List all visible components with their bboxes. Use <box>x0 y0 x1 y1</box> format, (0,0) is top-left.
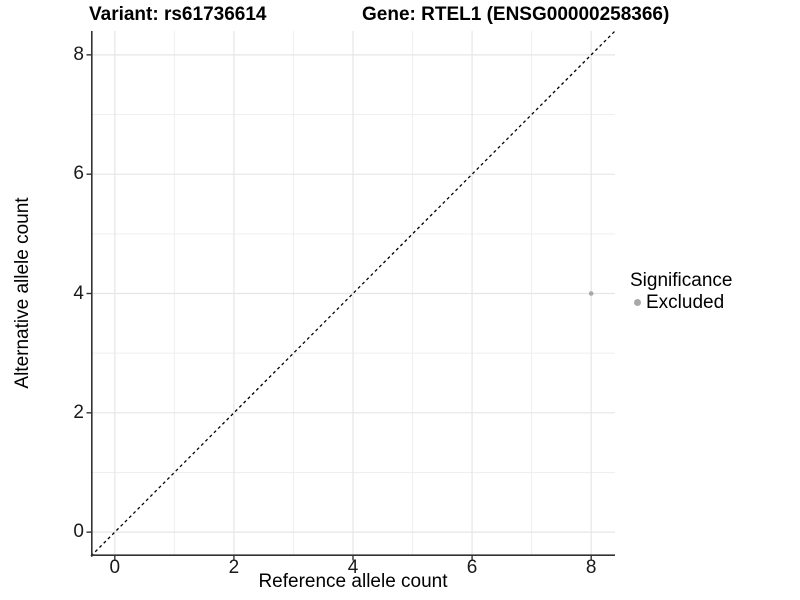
legend-item-label: Excluded <box>646 292 725 313</box>
x-tick-label: 8 <box>585 557 597 578</box>
y-tick-label: 6 <box>73 163 84 185</box>
legend-title: Significance <box>630 270 733 291</box>
legend-marker-circle-icon <box>634 299 641 306</box>
y-tick-label: 4 <box>73 282 84 304</box>
y-tick-label: 0 <box>73 521 84 543</box>
x-tick-label: 0 <box>109 557 121 578</box>
identity-line <box>90 30 616 557</box>
y-tick-label: 2 <box>73 401 84 423</box>
x-tick-label: 4 <box>347 557 359 578</box>
legend: Significance Excluded <box>630 270 732 313</box>
legend-items: Excluded <box>630 292 732 313</box>
plot-panel <box>86 30 616 561</box>
y-axis-title: Alternative allele count <box>12 197 33 389</box>
plot-title-variant: Variant: rs61736614 <box>89 4 267 25</box>
x-tick-label: 6 <box>466 557 478 578</box>
plot-title-gene: Gene: RTEL1 (ENSG00000258366) <box>362 4 670 25</box>
x-tick-label: 2 <box>228 557 240 578</box>
data-point <box>588 291 594 296</box>
x-axis-title: Reference allele count <box>258 571 448 592</box>
legend-item: Excluded <box>634 292 732 313</box>
y-tick-label: 8 <box>73 43 84 65</box>
